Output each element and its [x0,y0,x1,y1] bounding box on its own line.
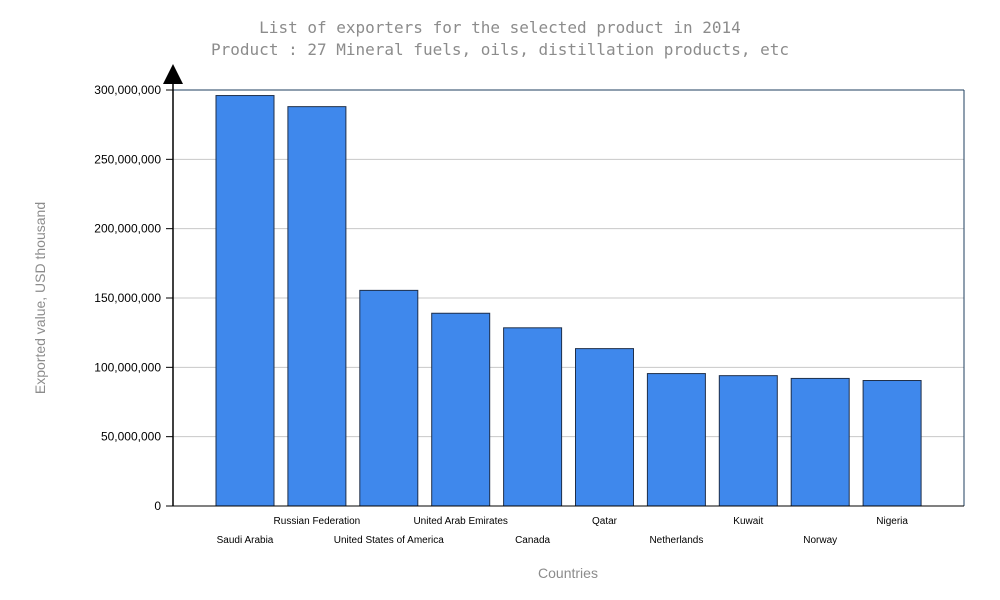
y-tick-label: 0 [154,499,161,513]
x-tick-label: Nigeria [876,516,908,527]
chart-subtitle: Product : 27 Mineral fuels, oils, distil… [211,40,789,59]
y-tick-label: 250,000,000 [94,152,161,166]
bar-nigeria [862,380,922,507]
x-tick-label: Qatar [592,516,618,527]
bar-saudi-arabia [215,95,275,507]
y-tick-label: 50,000,000 [101,430,161,444]
chart-title: List of exporters for the selected produ… [259,18,741,37]
y-tick-label: 200,000,000 [94,222,161,236]
bar-qatar [575,348,634,507]
y-tick-label: 150,000,000 [94,291,161,305]
bar-netherlands [646,373,706,507]
x-tick-label: United Arab Emirates [413,516,508,527]
x-tick-label: Canada [515,535,550,546]
y-tick-label: 300,000,000 [94,83,161,97]
bar-russian-federation [287,106,347,507]
x-tick-label: Norway [803,535,837,546]
bar-united-arab-emirates [431,312,491,507]
x-tick-label: Russian Federation [274,516,361,527]
bar-united-states-of-america [359,289,419,507]
x-tick-label: Saudi Arabia [217,535,274,546]
bar-kuwait [718,375,778,507]
bar-norway [790,377,850,507]
y-axis-arrow-icon [163,64,183,84]
x-axis-label: Countries [538,565,598,581]
x-tick-label: Kuwait [733,516,763,527]
x-tick-label: Netherlands [649,535,703,546]
x-tick-label: United States of America [334,535,444,546]
y-tick-label: 100,000,000 [94,360,161,374]
bar-canada [503,327,563,507]
